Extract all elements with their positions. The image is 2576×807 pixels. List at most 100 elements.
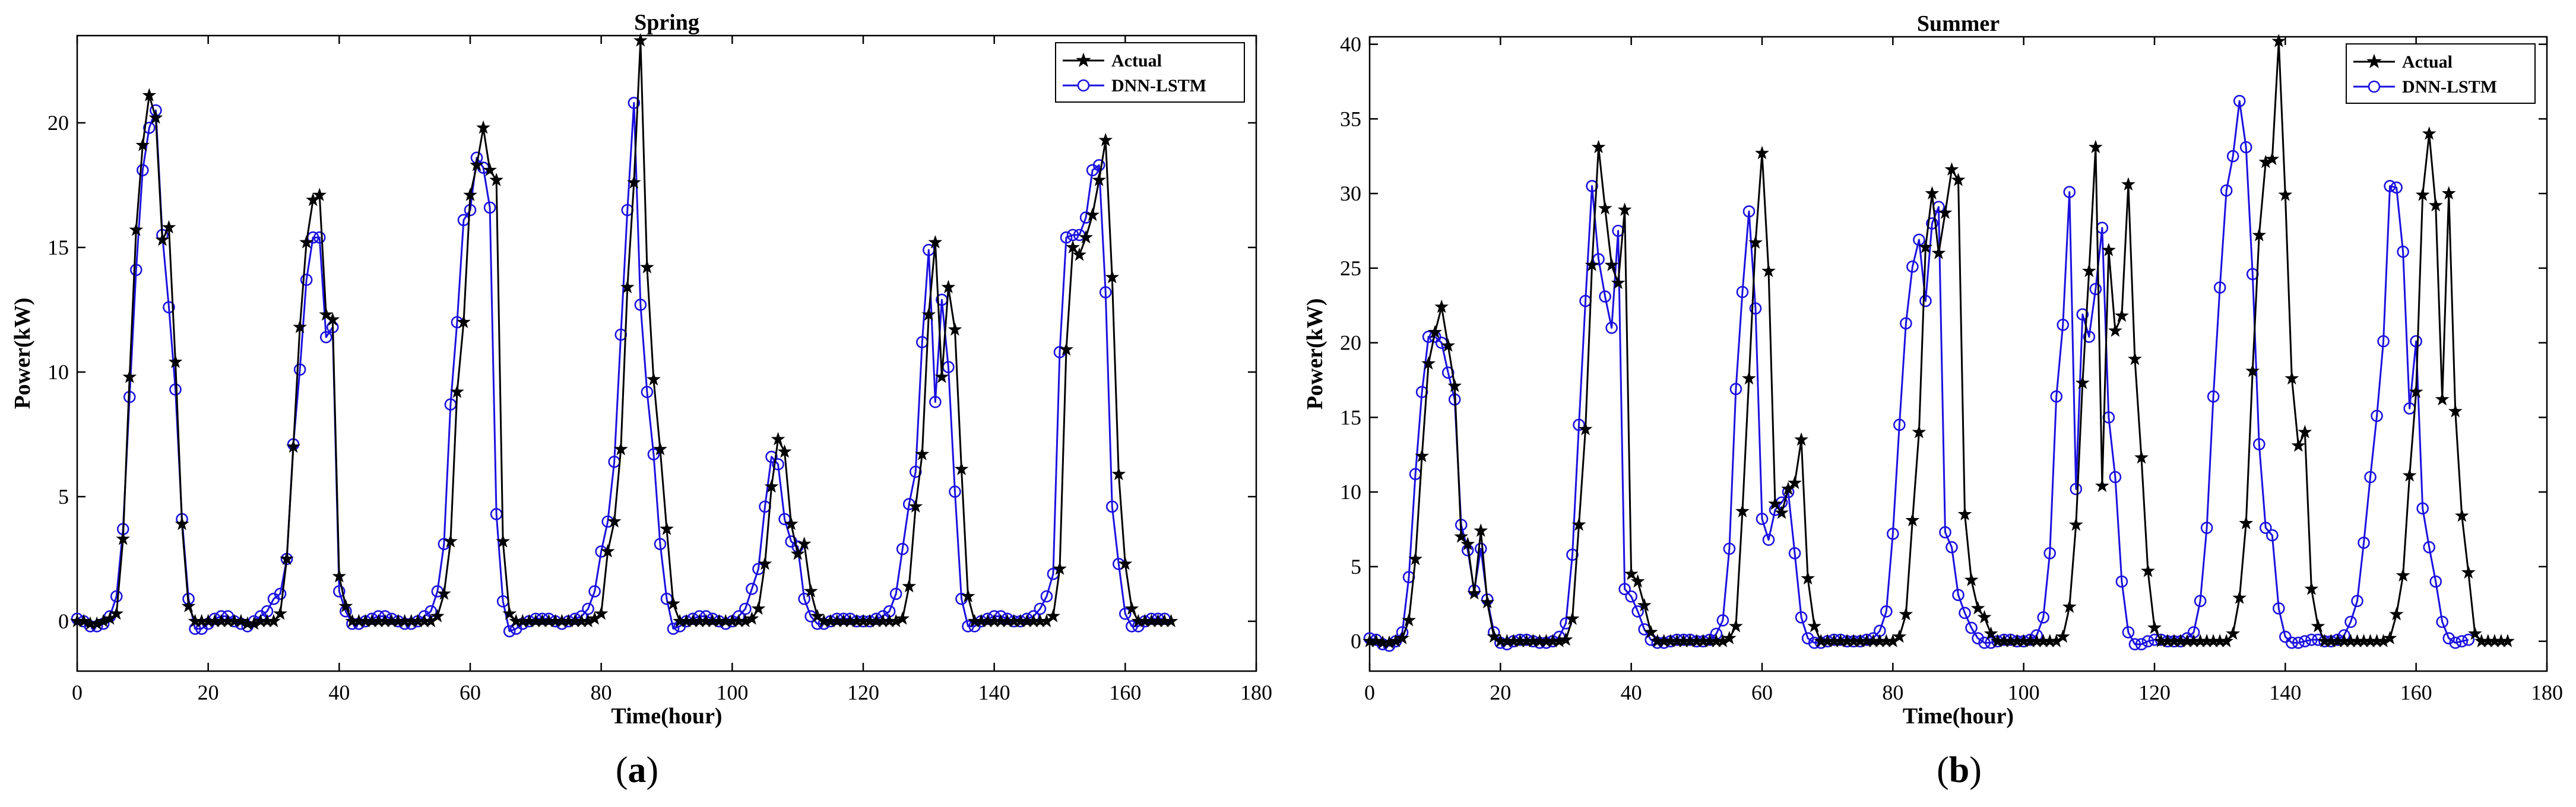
summer-series-actual-point [2141, 563, 2155, 577]
spring-series-dnn-lstm-point [143, 122, 156, 134]
spring-plot-frame [76, 34, 1257, 672]
summer-series-dnn-lstm-point [1978, 636, 1991, 649]
spring-panel-label: (a) [616, 750, 658, 790]
spring-series-dnn-lstm-point [300, 274, 313, 286]
spring-legend-dnn-lstm-label: DNN-LSTM [1111, 76, 1206, 96]
summer-x-tick-label: 60 [1751, 681, 1773, 704]
summer-series-dnn-lstm-point [1618, 583, 1631, 595]
spring-chart: 0 20 40 60 80 100 120 140 160 180 0 5 10 15 20 Spring Ti… [10, 10, 1272, 790]
summer-x-axis-label: Time(hour) [1903, 704, 2014, 729]
summer-series-dnn-lstm-point [1716, 614, 1729, 627]
summer-series-actual-point [1964, 573, 1979, 586]
summer-series-actual-point [2278, 188, 2293, 201]
summer-series-dnn-lstm-point [2194, 595, 2207, 608]
summer-series-actual-point [2088, 139, 2103, 154]
summer-panel-label-close: ) [1969, 750, 1982, 790]
summer-series-actual-point [2304, 582, 2319, 595]
summer-legend-dnn-lstm-marker [2368, 80, 2381, 93]
summer-series-dnn-lstm-point [2286, 636, 2298, 649]
spring-series-actual-point [613, 441, 628, 456]
summer-x-tick-label: 0 [1364, 681, 1375, 704]
summer-series-actual-point [1912, 425, 1927, 439]
summer-x-tick-label: 120 [2138, 681, 2171, 704]
spring-series-actual-point [1072, 247, 1087, 261]
spring-series-actual-point [116, 531, 131, 545]
spring-legend-actual-marker [1076, 52, 1091, 67]
spring-series-dnn-lstm-point [169, 383, 182, 396]
summer-series-actual-point [1487, 629, 1501, 643]
spring-series-dnn-lstm-point [503, 625, 516, 638]
summer-series-actual-point [1441, 338, 1456, 352]
summer-series-actual-point [1558, 632, 1573, 646]
summer-series-dnn-lstm-point [2273, 602, 2285, 615]
summer-y-tick-label: 10 [1340, 480, 1361, 504]
summer-series-dnn-lstm-point [1919, 294, 1932, 307]
summer-series-dnn-lstm-point [2259, 522, 2272, 534]
spring-series-actual-point [175, 516, 189, 530]
summer-series-actual-point [2402, 468, 2417, 482]
spring-series-actual-point [463, 188, 477, 201]
summer-series-dnn-lstm-point [1900, 317, 1912, 330]
summer-series-dnn-lstm-point [1788, 547, 1801, 560]
spring-series-actual-point [319, 307, 334, 321]
summer-series-dnn-lstm-point [1952, 589, 1965, 602]
spring-series-dnn-lstm-point [1040, 590, 1053, 603]
summer-series-dnn-lstm-point [2351, 595, 2363, 608]
spring-series-actual-point [286, 439, 301, 453]
spring-y-tick-label: 5 [58, 485, 69, 509]
summer-series-actual-point [2219, 634, 2234, 647]
summer-series-actual-point [1571, 517, 1586, 531]
summer-y-tick-label: 5 [1351, 555, 1361, 579]
spring-series-actual-point [803, 584, 818, 598]
summer-series-dnn-lstm-point [2397, 245, 2409, 258]
summer-series-actual-point [2265, 151, 2280, 166]
summer-series-actual-point [2311, 619, 2325, 633]
summer-series-dnn-lstm-point [2344, 615, 2357, 628]
spring-x-tick-label: 40 [328, 681, 350, 704]
summer-series-dnn-lstm-point [1573, 418, 1585, 431]
summer-y-tick-label: 0 [1351, 630, 1361, 653]
summer-y-tick-label: 30 [1340, 182, 1361, 205]
summer-series-dnn-lstm-point [2128, 638, 2141, 651]
summer-series-actual-point [1951, 172, 1966, 186]
summer-series-dnn-lstm-point [2436, 615, 2449, 628]
summer-series-actual-point [2226, 626, 2241, 640]
summer-series-actual-point [1892, 629, 1907, 643]
summer-series-actual-point [1480, 595, 1495, 609]
spring-series-actual-point [1092, 173, 1107, 186]
spring-series-dnn-lstm-point [1119, 608, 1132, 620]
summer-series-actual-point [1905, 513, 1920, 527]
summer-x-tick-label: 100 [2008, 681, 2040, 704]
spring-series-actual-point [954, 462, 969, 475]
spring-y-tick-label: 0 [58, 609, 69, 633]
summer-series-actual-point [1925, 186, 1940, 200]
summer-x-tick-label: 20 [1490, 681, 1511, 704]
summer-series-actual-point [2095, 478, 2109, 493]
spring-series-actual-point [457, 314, 471, 329]
spring-series-actual-point [633, 33, 648, 47]
spring-series-actual-point [502, 606, 517, 620]
summer-series-actual-point [2271, 34, 2286, 47]
spring-series-actual-point [666, 596, 680, 610]
summer-series-actual-point [1722, 631, 1737, 644]
spring-series-dnn-lstm-point [274, 587, 287, 601]
summer-legend-actual-marker [2366, 53, 2382, 68]
summer-series-dnn-lstm-point [2358, 536, 2370, 549]
spring-series-actual-point [948, 322, 962, 336]
spring-series-dnn-lstm-point [929, 396, 942, 408]
spring-series-actual-point [1046, 609, 1060, 622]
summer-series-actual-point [2128, 351, 2142, 366]
spring-series-dnn-lstm-point [949, 485, 961, 498]
spring-x-tick-label: 60 [460, 681, 481, 704]
summer-legend-box [2346, 43, 2536, 104]
spring-series-actual-point [594, 606, 609, 620]
summer-series-dnn-lstm-point [2416, 502, 2429, 515]
summer-series-actual-point [1748, 235, 1763, 249]
spring-series-actual-point [1164, 614, 1178, 628]
spring-series-actual-point [293, 319, 308, 333]
summer-series-actual-point [1807, 619, 1822, 633]
summer-series-dnn-lstm-point [2043, 547, 2057, 560]
summer-series-dnn-lstm-point [1795, 611, 1808, 624]
spring-series-actual-point [77, 614, 91, 628]
spring-series-actual-point [430, 609, 445, 622]
